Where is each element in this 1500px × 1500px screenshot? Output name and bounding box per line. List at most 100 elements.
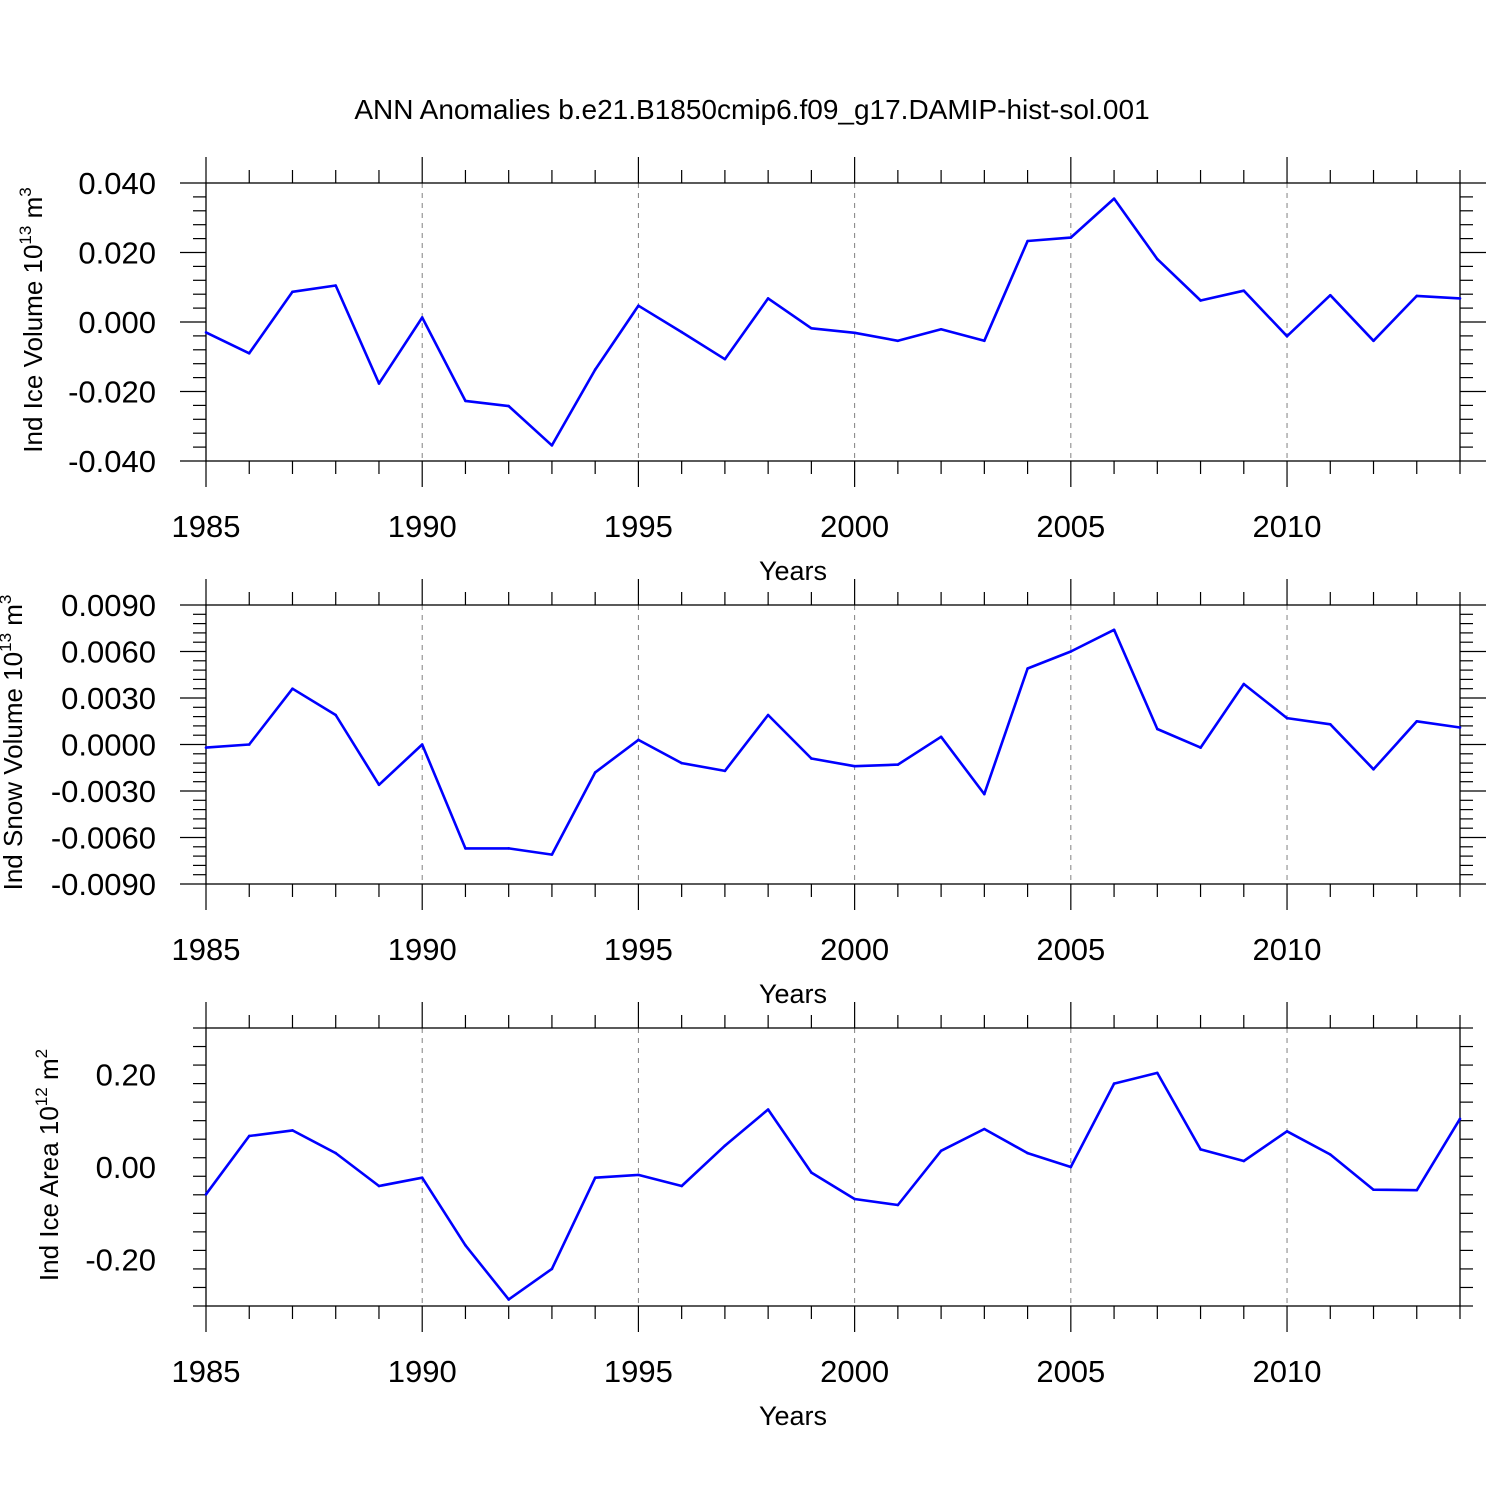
data-point-2004 <box>1026 667 1029 670</box>
data-point-2002 <box>939 1149 943 1153</box>
data-point-1990 <box>420 743 424 746</box>
data-point-1997 <box>723 769 727 773</box>
data-point-2012 <box>1372 1188 1375 1192</box>
y-tick-label: 0.20 <box>96 1057 156 1092</box>
data-point-2004 <box>1026 239 1029 243</box>
data-point-2014 <box>1458 1117 1462 1121</box>
data-point-2010 <box>1285 334 1289 338</box>
data-point-1999 <box>810 326 813 330</box>
data-point-2013 <box>1415 1188 1419 1192</box>
y-axis-label: Ind Ice Volume 1013 m3 <box>16 187 48 452</box>
panels: -0.040 -0.020 0.000 0.020 0.040 1985 1990 1995 2… <box>0 157 1486 1431</box>
data-point-2011 <box>1328 1153 1332 1156</box>
data-point-2013 <box>1415 294 1419 298</box>
data-point-1998 <box>766 1108 770 1111</box>
y-axis-label: Ind Ice Area 1012 m2 <box>32 1049 64 1281</box>
x-tick-label: 1985 <box>172 509 241 544</box>
data-point-2004 <box>1026 1151 1029 1155</box>
x-tick-label: 2010 <box>1253 932 1322 967</box>
data-point-1985 <box>204 331 208 334</box>
y-tick-label: -0.0090 <box>51 867 156 902</box>
x-axis-label: Years <box>759 1401 827 1431</box>
y-axis-label-superscript: 13 <box>16 226 35 245</box>
series-line <box>205 628 1461 856</box>
data-point-1988 <box>334 284 338 287</box>
data-point-2007 <box>1156 727 1159 731</box>
data-point-2009 <box>1242 682 1246 686</box>
data-point-2006 <box>1112 628 1116 632</box>
data-point-2002 <box>939 327 943 331</box>
data-point-1988 <box>334 1151 338 1155</box>
x-tick-label: 1990 <box>388 932 457 967</box>
data-point-2010 <box>1285 716 1289 720</box>
y-axis-label-superscript: 12 <box>32 1087 51 1106</box>
data-point-1986 <box>247 1134 251 1138</box>
y-axis-label-superscript: 3 <box>0 595 15 604</box>
panel-3: -0.20 0.00 0.20 1985 1990 1995 2000 2005 2010 Yea… <box>32 1002 1473 1431</box>
data-point-1991 <box>464 1244 467 1247</box>
data-point-1986 <box>247 743 251 746</box>
x-tick-label: 1995 <box>604 509 673 544</box>
data-point-1995 <box>637 1173 640 1177</box>
data-point-2011 <box>1328 293 1332 297</box>
x-tick-label: 2000 <box>820 1354 889 1389</box>
data-point-2000 <box>853 331 856 335</box>
data-point-1988 <box>334 713 338 717</box>
data-point-1990 <box>420 316 424 319</box>
series-line <box>205 197 1461 447</box>
series-line <box>204 1071 1462 1301</box>
y-tick-label: -0.20 <box>85 1243 156 1278</box>
data-point-1994 <box>593 368 597 371</box>
data-point-2008 <box>1199 746 1202 749</box>
y-axis-label-superscript: 13 <box>0 633 15 652</box>
data-point-2001 <box>896 1203 900 1207</box>
y-tick-label: -0.0030 <box>51 774 156 809</box>
x-tick-label: 2010 <box>1253 1354 1322 1389</box>
figure-title: ANN Anomalies b.e21.B1850cmip6.f09_g17.D… <box>354 94 1149 125</box>
y-tick-label: -0.0060 <box>51 821 156 856</box>
data-point-1989 <box>377 1184 381 1188</box>
data-point-1997 <box>723 1144 727 1147</box>
data-point-2001 <box>896 339 900 343</box>
data-point-1997 <box>723 357 727 361</box>
data-point-1991 <box>464 399 467 403</box>
x-tick-label: 1995 <box>604 932 673 967</box>
data-point-2008 <box>1199 1148 1202 1151</box>
y-axis-label-superscript: 3 <box>16 187 35 196</box>
data-point-1992 <box>507 1298 510 1301</box>
data-point-1999 <box>810 1171 813 1174</box>
x-tick-label: 1985 <box>172 1354 241 1389</box>
data-point-1992 <box>507 847 510 850</box>
data-point-2009 <box>1242 289 1246 293</box>
x-tick-label: 2010 <box>1253 509 1322 544</box>
data-point-1987 <box>291 1129 294 1132</box>
x-tick-label: 1985 <box>172 932 241 967</box>
x-axis-label: Years <box>759 556 827 586</box>
data-point-1987 <box>291 687 294 690</box>
y-axis-label: Ind Snow Volume 1013 m3 <box>0 595 28 891</box>
data-point-1993 <box>550 1267 554 1271</box>
data-point-1993 <box>550 444 554 447</box>
data-point-2003 <box>983 339 986 343</box>
data-point-1999 <box>810 757 813 760</box>
data-point-1993 <box>550 853 554 856</box>
data-point-1996 <box>680 761 683 765</box>
data-point-1996 <box>680 330 683 334</box>
data-point-2002 <box>939 735 943 739</box>
x-tick-label: 2000 <box>820 932 889 967</box>
data-point-2013 <box>1415 719 1419 723</box>
data-point-2005 <box>1069 1165 1073 1169</box>
y-axis-label-text: Ind Ice Volume 10 <box>18 245 48 453</box>
y-tick-label: 0.020 <box>78 236 156 271</box>
x-tick-label: 2000 <box>820 509 889 544</box>
x-axis-label: Years <box>759 979 827 1009</box>
data-point-1991 <box>464 847 467 850</box>
y-tick-label: 0.0000 <box>61 728 156 763</box>
data-point-1985 <box>204 1193 208 1196</box>
data-point-1995 <box>637 304 640 307</box>
data-point-2000 <box>853 1197 856 1201</box>
y-axis-label-text: Ind Snow Volume 10 <box>0 652 28 891</box>
x-tick-label: 2005 <box>1036 1354 1105 1389</box>
data-point-1998 <box>766 297 770 300</box>
